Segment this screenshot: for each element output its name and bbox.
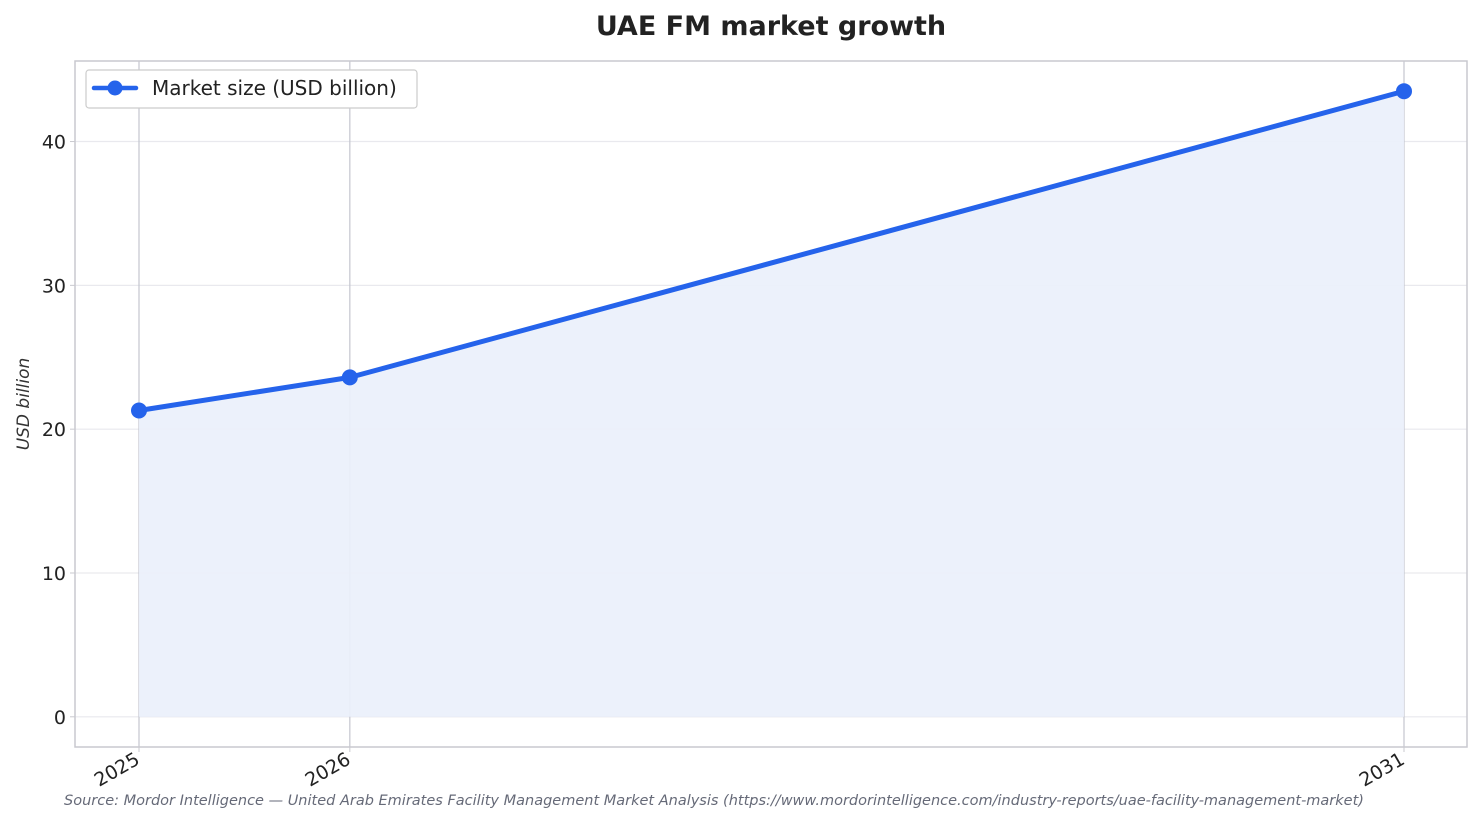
source-note: Source: Mordor Intelligence — United Ara…	[64, 793, 1364, 809]
y-tick-label: 30	[42, 275, 66, 297]
x-axis-ticks: 2025 2026 2031	[91, 747, 1409, 792]
legend-marker-icon	[107, 80, 123, 96]
legend: Market size (USD billion)	[85, 69, 418, 109]
y-axis-label: USD billion	[14, 358, 34, 451]
data-points	[131, 83, 1412, 419]
chart-title: UAE FM market growth	[596, 11, 946, 42]
data-point	[1396, 83, 1412, 100]
data-point	[341, 369, 358, 386]
x-tick-label: 2031	[1356, 748, 1409, 791]
area-fill-layer	[139, 91, 1404, 717]
y-tick-label: 0	[54, 707, 66, 729]
y-tick-label: 10	[42, 563, 66, 585]
data-point	[131, 402, 147, 419]
area-fill	[139, 91, 1404, 717]
plot-frame	[74, 60, 1468, 748]
y-tick-label: 20	[42, 419, 66, 441]
x-tick-label: 2026	[301, 748, 354, 791]
x-tick-label: 2025	[91, 748, 144, 791]
legend-box	[85, 69, 418, 109]
legend-label: Market size (USD billion)	[152, 76, 397, 100]
y-tick-label: 40	[42, 132, 66, 154]
y-axis-ticks: 0 10 20 30 40	[42, 132, 75, 729]
